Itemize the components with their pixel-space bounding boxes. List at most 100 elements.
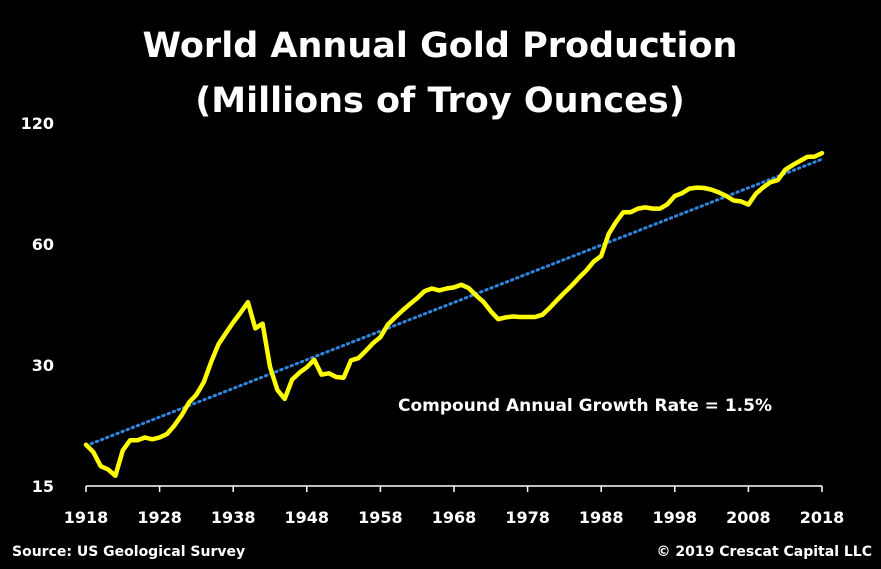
- data-point-2017: [813, 155, 817, 159]
- x-tick-label-1958: 1958: [358, 508, 403, 527]
- y-tick-labels: 120 60 30 15: [21, 114, 54, 496]
- data-point-1964: [423, 289, 427, 293]
- copyright-note: © 2019 Crescat Capital LLC: [656, 544, 872, 560]
- data-point-1918: [84, 443, 88, 447]
- data-point-1921: [106, 467, 110, 471]
- x-tick-label-1998: 1998: [653, 508, 698, 527]
- data-point-1941: [253, 326, 257, 330]
- data-point-1930: [172, 424, 176, 428]
- data-point-1970: [467, 286, 471, 290]
- x-tick-label-1948: 1948: [285, 508, 330, 527]
- data-point-1968: [452, 285, 456, 289]
- data-point-1973: [489, 309, 493, 313]
- growth-rate-annotation: Compound Annual Growth Rate = 1.5%: [398, 396, 772, 416]
- data-point-2002: [702, 186, 706, 190]
- data-point-1967: [445, 286, 449, 291]
- data-point-1946: [290, 378, 294, 382]
- data-point-1990: [614, 220, 618, 224]
- data-point-1989: [607, 232, 611, 236]
- x-tick-label-1918: 1918: [64, 508, 109, 527]
- data-point-1969: [459, 283, 463, 287]
- data-point-1935: [209, 360, 213, 364]
- data-point-2015: [798, 159, 802, 163]
- data-point-1945: [283, 397, 287, 401]
- data-point-1929: [165, 432, 169, 436]
- data-point-1986: [584, 268, 589, 272]
- data-point-1924: [128, 438, 132, 442]
- data-points: [84, 151, 824, 478]
- data-point-2003: [710, 188, 714, 192]
- data-point-1963: [415, 296, 419, 300]
- data-point-1931: [180, 413, 184, 417]
- data-point-1959: [386, 323, 390, 327]
- data-point-1947: [297, 371, 301, 375]
- data-point-1996: [658, 207, 662, 211]
- data-point-1977: [518, 315, 522, 319]
- data-point-1954: [349, 358, 353, 362]
- data-point-2000: [687, 187, 692, 191]
- data-point-1984: [570, 283, 574, 288]
- data-point-1985: [577, 276, 581, 280]
- data-point-2004: [717, 190, 721, 195]
- data-point-1953: [342, 376, 346, 380]
- data-point-1998: [673, 194, 677, 198]
- data-point-1948: [305, 365, 309, 369]
- data-point-1997: [665, 202, 670, 206]
- data-point-1994: [643, 205, 648, 209]
- data-point-1988: [599, 254, 603, 258]
- data-point-1928: [158, 435, 162, 440]
- data-point-1940: [246, 300, 250, 304]
- data-point-1926: [143, 435, 147, 440]
- data-point-1923: [121, 448, 125, 452]
- data-point-1995: [651, 207, 655, 211]
- data-point-2006: [732, 198, 736, 203]
- y-tick-label-60: 60: [32, 235, 54, 254]
- data-point-1920: [99, 464, 103, 468]
- data-point-2005: [724, 194, 728, 198]
- data-point-1966: [437, 288, 441, 292]
- data-point-2010: [761, 185, 765, 189]
- x-tick-label-2008: 2008: [726, 508, 771, 527]
- data-point-2013: [783, 168, 787, 172]
- x-tick-label-1988: 1988: [579, 508, 624, 527]
- data-point-1976: [511, 314, 515, 319]
- data-point-1974: [496, 317, 500, 321]
- data-point-1983: [562, 291, 567, 295]
- data-point-1932: [187, 400, 191, 405]
- x-tick-label-1938: 1938: [211, 508, 256, 527]
- data-point-1972: [481, 300, 485, 304]
- data-point-2018: [820, 151, 824, 155]
- data-point-1993: [636, 207, 640, 211]
- x-tick-label-1968: 1968: [432, 508, 477, 527]
- y-tick-label-120: 120: [21, 114, 54, 133]
- data-point-2016: [805, 155, 809, 159]
- x-tick-label-1978: 1978: [505, 508, 550, 527]
- data-point-1958: [378, 335, 382, 339]
- data-point-2014: [791, 163, 795, 167]
- data-point-1952: [334, 375, 338, 379]
- y-tick-label-30: 30: [32, 356, 54, 375]
- data-point-1960: [393, 315, 397, 319]
- data-point-1919: [91, 450, 95, 454]
- data-point-1979: [533, 315, 537, 319]
- y-tick-label-15: 15: [32, 477, 54, 496]
- data-point-1981: [548, 306, 552, 310]
- data-point-1925: [135, 438, 140, 442]
- data-point-2008: [746, 203, 751, 207]
- x-tick-label-2018: 2018: [800, 508, 845, 527]
- data-point-1956: [364, 349, 368, 353]
- data-point-2007: [739, 199, 743, 203]
- data-point-1955: [356, 356, 360, 360]
- data-point-1978: [526, 315, 530, 319]
- data-point-1936: [216, 342, 221, 346]
- data-point-1944: [275, 388, 279, 392]
- data-point-1957: [371, 341, 375, 345]
- data-point-1950: [319, 373, 324, 377]
- data-point-1975: [503, 315, 508, 319]
- data-point-1927: [150, 437, 154, 441]
- x-tick-labels: 1918 1928 1938 1948 1958 1968 1978 1988 1998 2008…: [64, 508, 845, 527]
- chart-subtitle: (Millions of Troy Ounces): [195, 81, 685, 121]
- data-point-1951: [327, 371, 331, 375]
- data-point-1934: [202, 380, 206, 384]
